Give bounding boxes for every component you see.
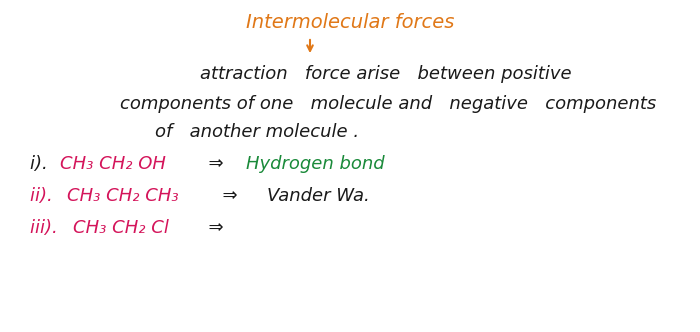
Text: i).: i). — [30, 155, 53, 173]
Text: components of one   molecule and   negative   components: components of one molecule and negative … — [120, 95, 657, 113]
Text: ⇒: ⇒ — [211, 187, 255, 205]
Text: CH₃ CH₂ OH: CH₃ CH₂ OH — [60, 155, 166, 173]
Text: ii).: ii). — [30, 187, 59, 205]
Text: Hydrogen bond: Hydrogen bond — [246, 155, 385, 173]
Text: of   another molecule .: of another molecule . — [155, 123, 359, 141]
Text: iii).: iii). — [30, 219, 64, 237]
Text: attraction   force arise   between positive: attraction force arise between positive — [200, 65, 572, 83]
Text: CH₃ CH₂ CH₃: CH₃ CH₂ CH₃ — [66, 187, 178, 205]
Text: CH₃ CH₂ Cl: CH₃ CH₂ Cl — [74, 219, 169, 237]
Text: ⇒: ⇒ — [197, 219, 223, 237]
Text: ⇒: ⇒ — [197, 155, 235, 173]
Text: Vander Wa.: Vander Wa. — [267, 187, 370, 205]
Text: Intermolecular forces: Intermolecular forces — [246, 13, 454, 32]
